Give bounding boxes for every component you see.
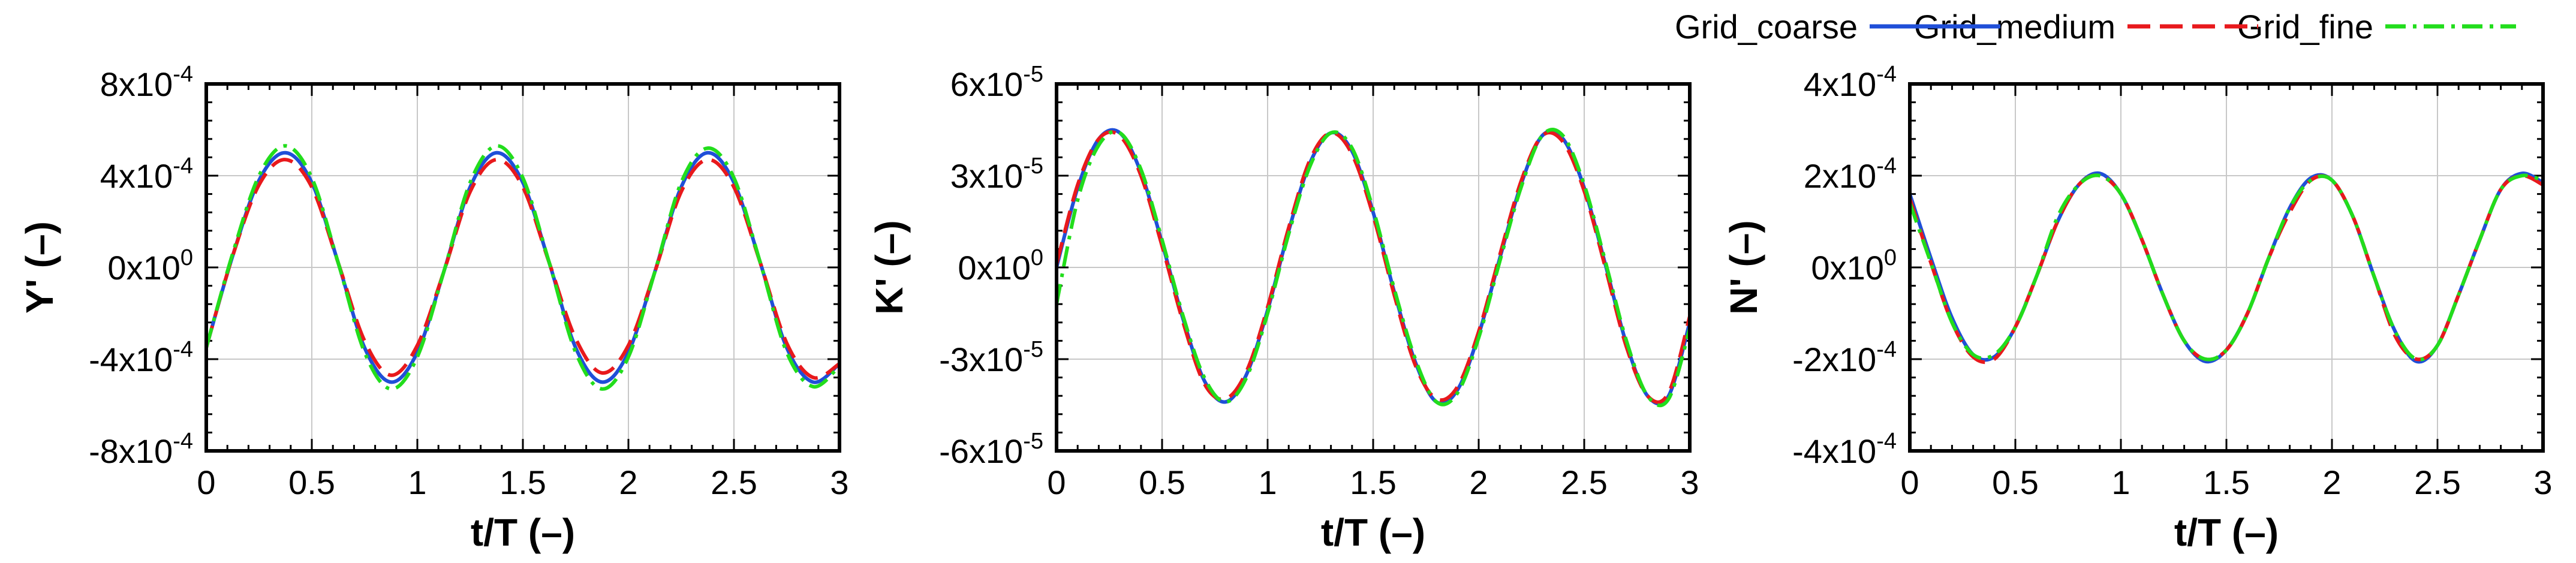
chart-panel-0: 0 0.5 1 1.5 2 2.5 3-8x10-4-4x10-40x1004x10-48x… — [18, 62, 849, 554]
x-tick-label: 0 — [197, 463, 215, 501]
y-tick-exponent: 0 — [1031, 245, 1043, 270]
x-tick-label: 3 — [2533, 463, 2552, 501]
y-tick-exponent: -4 — [1876, 153, 1897, 179]
y-tick-mantissa: -8x10 — [89, 432, 173, 470]
legend-label-0: Grid_coarse — [1675, 8, 1858, 46]
y-tick-exponent: -5 — [1023, 153, 1043, 179]
series-line-0 — [204, 150, 841, 384]
y-tick-label: 0x100 — [1811, 245, 1897, 287]
x-tick-label: 3 — [830, 463, 848, 501]
y-tick-mantissa: 8x10 — [100, 65, 173, 103]
y-tick-label: 6x10-5 — [950, 62, 1043, 103]
x-axis-title: t/T (–) — [2174, 511, 2279, 554]
chart-panels: 0 0.5 1 1.5 2 2.5 3-8x10-4-4x10-40x1004x10-48x… — [18, 62, 2553, 554]
x-tick-label: 1.5 — [2203, 463, 2250, 501]
y-tick-label: -2x10-4 — [1792, 337, 1897, 378]
y-tick-mantissa: 0x10 — [107, 249, 180, 287]
plot-frame — [204, 82, 841, 453]
y-tick-label: -8x10-4 — [89, 429, 193, 470]
y-tick-exponent: -4 — [1876, 429, 1897, 454]
y-tick-exponent: -4 — [173, 153, 193, 179]
y-tick-exponent: -4 — [1876, 62, 1897, 87]
y-axis-title: K' (–) — [868, 220, 911, 314]
x-tick-label: 2.5 — [711, 463, 757, 501]
plot-frame — [1908, 82, 2545, 453]
x-tick-label: 2.5 — [2414, 463, 2461, 501]
y-tick-mantissa: 2x10 — [1804, 157, 1876, 195]
y-tick-label: -4x10-4 — [1792, 429, 1897, 470]
plot-frame — [1055, 82, 1692, 453]
y-tick-exponent: -4 — [173, 62, 193, 87]
x-tick-label: 2 — [1469, 463, 1488, 501]
y-tick-mantissa: -4x10 — [89, 341, 173, 378]
y-tick-label: 4x10-4 — [100, 153, 193, 195]
series-line-1 — [204, 158, 841, 380]
y-tick-exponent: 0 — [1884, 245, 1897, 270]
x-tick-label: 0 — [1047, 463, 1066, 501]
x-tick-label: 3 — [1680, 463, 1699, 501]
x-tick-label: 2.5 — [1561, 463, 1608, 501]
y-tick-mantissa: -3x10 — [939, 341, 1023, 378]
y-tick-exponent: -4 — [173, 337, 193, 362]
y-tick-exponent: 0 — [180, 245, 193, 270]
chart-panel-1: 0 0.5 1 1.5 2 2.5 3-6x10-5-3x10-50x1003x10-56x… — [868, 62, 1699, 554]
y-tick-mantissa: 3x10 — [950, 157, 1023, 195]
y-axis-title: N' (–) — [1722, 220, 1765, 314]
y-tick-label: 8x10-4 — [100, 62, 193, 103]
y-tick-mantissa: 0x10 — [1811, 249, 1883, 287]
y-tick-label: -3x10-5 — [939, 337, 1043, 378]
y-tick-mantissa: -2x10 — [1792, 341, 1876, 378]
x-tick-label: 0.5 — [288, 463, 335, 501]
y-tick-label: 4x10-4 — [1804, 62, 1897, 103]
y-tick-mantissa: 4x10 — [100, 157, 173, 195]
y-tick-label: 2x10-4 — [1804, 153, 1897, 195]
x-axis-title: t/T (–) — [471, 511, 575, 554]
y-tick-label: 3x10-5 — [950, 153, 1043, 195]
y-tick-exponent: -4 — [1876, 337, 1897, 362]
legend: Grid_coarse Grid_medium Grid_fine — [1675, 8, 2516, 46]
x-tick-label: 1 — [408, 463, 426, 501]
x-tick-label: 0.5 — [1139, 463, 1185, 501]
y-tick-exponent: -4 — [173, 429, 193, 454]
y-tick-exponent: -5 — [1023, 429, 1043, 454]
y-tick-exponent: -5 — [1023, 62, 1043, 87]
x-tick-label: 0 — [1900, 463, 1919, 501]
y-tick-mantissa: -6x10 — [939, 432, 1023, 470]
y-tick-label: -4x10-4 — [89, 337, 193, 378]
x-tick-label: 2 — [2322, 463, 2341, 501]
series-line-2 — [204, 144, 841, 391]
y-tick-mantissa: -4x10 — [1792, 432, 1876, 470]
x-tick-label: 1.5 — [1350, 463, 1397, 501]
x-tick-label: 2 — [619, 463, 637, 501]
x-tick-label: 1 — [1258, 463, 1277, 501]
y-axis-title: Y' (–) — [18, 221, 61, 314]
series-line-2 — [1055, 128, 1692, 408]
series-line-2 — [1908, 173, 2544, 362]
y-tick-exponent: -5 — [1023, 337, 1043, 362]
chart-panel-2: 0 0.5 1 1.5 2 2.5 3-4x10-4-2x10-40x1002x10-44x… — [1722, 62, 2553, 554]
x-tick-label: 0.5 — [1992, 463, 2039, 501]
y-tick-label: 0x100 — [107, 245, 193, 287]
x-tick-label: 1.5 — [499, 463, 546, 501]
y-tick-mantissa: 0x10 — [958, 249, 1030, 287]
y-tick-mantissa: 4x10 — [1804, 65, 1876, 103]
y-tick-mantissa: 6x10 — [950, 65, 1023, 103]
legend-label-2: Grid_fine — [2237, 8, 2373, 46]
y-tick-label: -6x10-5 — [939, 429, 1043, 470]
y-tick-label: 0x100 — [958, 245, 1043, 287]
x-tick-label: 1 — [2111, 463, 2130, 501]
x-axis-title: t/T (–) — [1321, 511, 1425, 554]
